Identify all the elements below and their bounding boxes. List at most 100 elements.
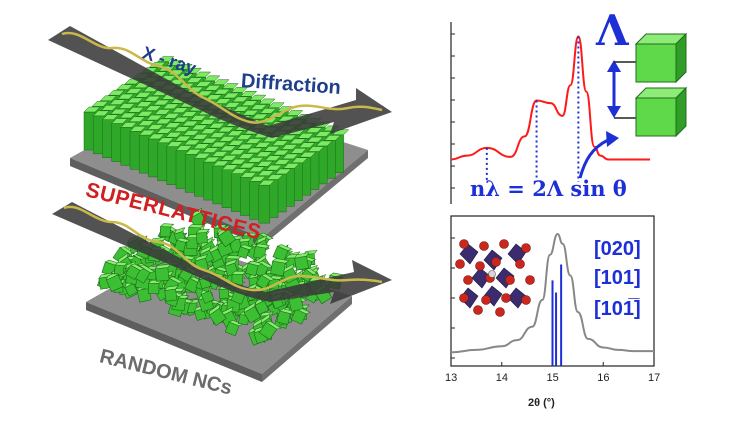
atom [515,259,525,269]
platform-front [70,158,262,246]
lattice-cube-top [236,143,255,150]
lattice-cube-top [210,141,228,148]
lattice-cube-top [156,137,175,144]
lattice-cube-top [147,133,166,140]
lattice-cube-top [116,84,134,90]
random-cube [113,261,129,276]
lattice-cube-top [185,77,204,83]
lattice-cube-top [297,133,315,139]
lattice-cube-top [180,111,198,117]
random-cube [293,252,310,271]
lattice-cube-top [232,106,251,112]
random-cube [164,285,179,302]
superlattice-cubes [83,56,350,224]
lattice-cube-top [248,176,267,182]
lattice-cube-top [220,155,238,161]
lattice-cube-top [237,153,256,159]
lattice-cube-top [110,118,129,124]
atom [499,239,509,249]
atom [459,293,469,303]
lattice-cube-top [263,145,281,152]
platform2-side [262,296,352,382]
lattice-cube-top [306,136,324,143]
platform-side [262,150,368,246]
lattice-cube-top [223,102,241,108]
lattice-cube-top [107,89,126,96]
lattice-cube-top [146,124,165,130]
atom [491,257,501,267]
lattice-cube-top [298,142,316,148]
lattice-cube-top [230,87,249,93]
lattice-cube-top [199,128,218,134]
lattice-cube-top [288,138,307,145]
lattice-cube-top [258,179,276,186]
random-cube [253,243,271,260]
lattice-cube-top [191,134,210,140]
lattice-cube-top [323,135,342,141]
lattice-cube-top [247,166,266,173]
lattice-cube-top [257,170,275,176]
lattice-cube-top [240,100,259,106]
cube-top [634,32,688,84]
x-tick-label: 15 [546,372,559,384]
lattice-cube-top [126,97,144,104]
lattice-cube-top [305,127,323,133]
crystal-structure-icon [455,239,535,317]
random-cube [243,301,262,324]
lattice-cube-top [211,151,229,157]
lattice-cube-top [227,140,245,146]
lattice-cube-top [217,126,235,133]
lattice-cube-top [120,122,138,128]
lattice-cube-top [189,115,208,121]
lattice-cube-top [264,155,282,161]
lattice-cube-top [315,140,333,147]
atom [525,275,535,285]
lattice-cube-top [285,110,304,116]
bragg-arrow [578,138,609,179]
atom [475,261,485,271]
octahedron [459,243,479,265]
peak-label-10-1: [101̅] [594,298,641,320]
lattice-cube-top [194,81,213,87]
lattice-cube-top [262,136,280,142]
lattice-cube-top [118,103,136,109]
random-cube [184,276,205,294]
random-cube [272,244,293,262]
lattice-cube-top [205,94,223,100]
lattice-cube-top [175,64,193,70]
lattice-cube-top [280,144,299,150]
octahedron [507,287,527,309]
lattice-cube-top [117,93,135,100]
platform2-front [86,302,262,382]
lattice-cube-top [184,149,202,155]
lattice-cube-top [181,120,199,127]
xray-wave-2 [63,205,383,292]
lattice-cube-top [175,145,193,151]
bottom-chart-curve [450,232,654,354]
lattice-cube-top [299,151,317,158]
x-axis-label: 2θ (°) [528,397,555,409]
atom [488,270,496,278]
lattice-cube-top [176,73,194,79]
lattice-cube-top [212,160,230,167]
lattice-cube-top [166,141,184,147]
random-cube [208,303,227,326]
x-tick-label: 14 [495,372,508,384]
atom [521,243,531,253]
lattice-cube-top [91,101,109,107]
lattice-cube-top [162,103,180,110]
lattice-cube-top [265,164,283,171]
random-cube [258,320,282,340]
atom [459,239,469,249]
lattice-cube-top [193,152,212,159]
lattice-cube-top [164,122,182,128]
random-cube [270,258,290,277]
lattice-cube-top [256,161,274,167]
lattice-cube-top [203,75,221,82]
lattice-cube-top [307,146,325,152]
bottom-chart-reference-lines [551,264,563,366]
lattice-cube-top [172,116,190,123]
lattice-cube-top [251,113,269,120]
lattice-cube-top [208,122,226,129]
